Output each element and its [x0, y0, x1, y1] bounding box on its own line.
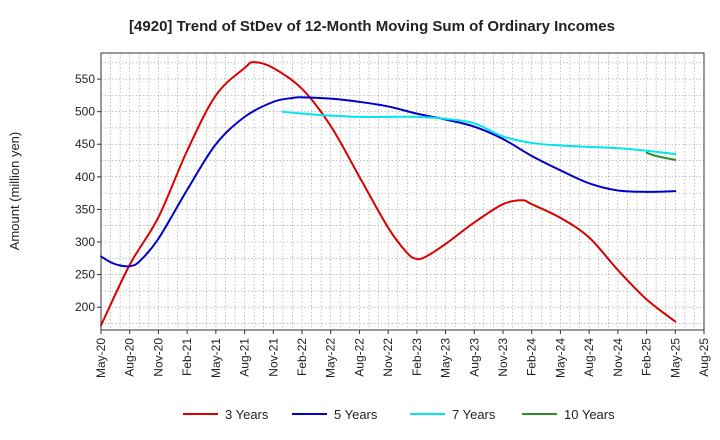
x-tick-label: Nov-22 [381, 338, 395, 377]
x-tick-labels: May-20 Aug-20 Nov-20 Feb-21 May-21 Aug-21 Nov-… [94, 330, 711, 378]
x-tick-label: May-24 [553, 338, 567, 378]
series-line [281, 110, 677, 156]
legend-label: 7 Years [452, 407, 496, 422]
y-tick-label: 550 [75, 72, 95, 86]
y-axis-label: Amount (million yen) [7, 132, 22, 251]
series-line [645, 151, 677, 161]
y-tick-labels: 200 250 300 350 400 450 500 550 [75, 72, 101, 314]
x-tick-label: Aug-23 [467, 338, 481, 377]
legend-label: 5 Years [334, 407, 378, 422]
y-tick-label: 450 [75, 137, 95, 151]
x-tick-label: Feb-22 [295, 338, 309, 376]
x-tick-label: Feb-24 [525, 338, 539, 376]
plot-frame [100, 52, 705, 331]
x-tick-label: May-20 [94, 338, 108, 378]
x-tick-label: May-23 [439, 338, 453, 378]
y-tick-label: 400 [75, 170, 95, 184]
x-tick-label: May-21 [209, 338, 223, 378]
series-layer [100, 61, 677, 327]
x-tick-label: Feb-23 [410, 338, 424, 376]
x-tick-label: Feb-21 [180, 338, 194, 376]
x-tick-label: Aug-21 [238, 338, 252, 377]
x-tick-label: Nov-24 [611, 338, 625, 377]
series-line [100, 61, 677, 327]
chart-title: [4920] Trend of StDev of 12-Month Moving… [129, 18, 615, 35]
x-tick-label: Feb-25 [640, 338, 654, 376]
y-tick-label: 250 [75, 268, 95, 282]
y-tick-label: 200 [75, 300, 95, 314]
legend-label: 3 Years [225, 407, 269, 422]
x-tick-label: Nov-21 [266, 338, 280, 377]
y-tick-label: 350 [75, 202, 95, 216]
x-tick-label: Aug-22 [352, 338, 366, 377]
x-tick-label: May-25 [668, 338, 682, 378]
x-tick-label: Aug-25 [697, 338, 711, 377]
grid [101, 53, 704, 330]
series-line [100, 96, 677, 268]
x-tick-label: May-22 [324, 338, 338, 378]
x-tick-label: Aug-24 [582, 338, 596, 377]
legend-label: 10 Years [564, 407, 615, 422]
x-tick-label: Aug-20 [123, 338, 137, 377]
x-tick-label: Nov-23 [496, 338, 510, 377]
y-tick-label: 300 [75, 235, 95, 249]
y-tick-label: 500 [75, 105, 95, 119]
x-tick-label: Nov-20 [151, 338, 165, 377]
legend: 3 Years 5 Years 7 Years 10 Years [183, 407, 615, 422]
